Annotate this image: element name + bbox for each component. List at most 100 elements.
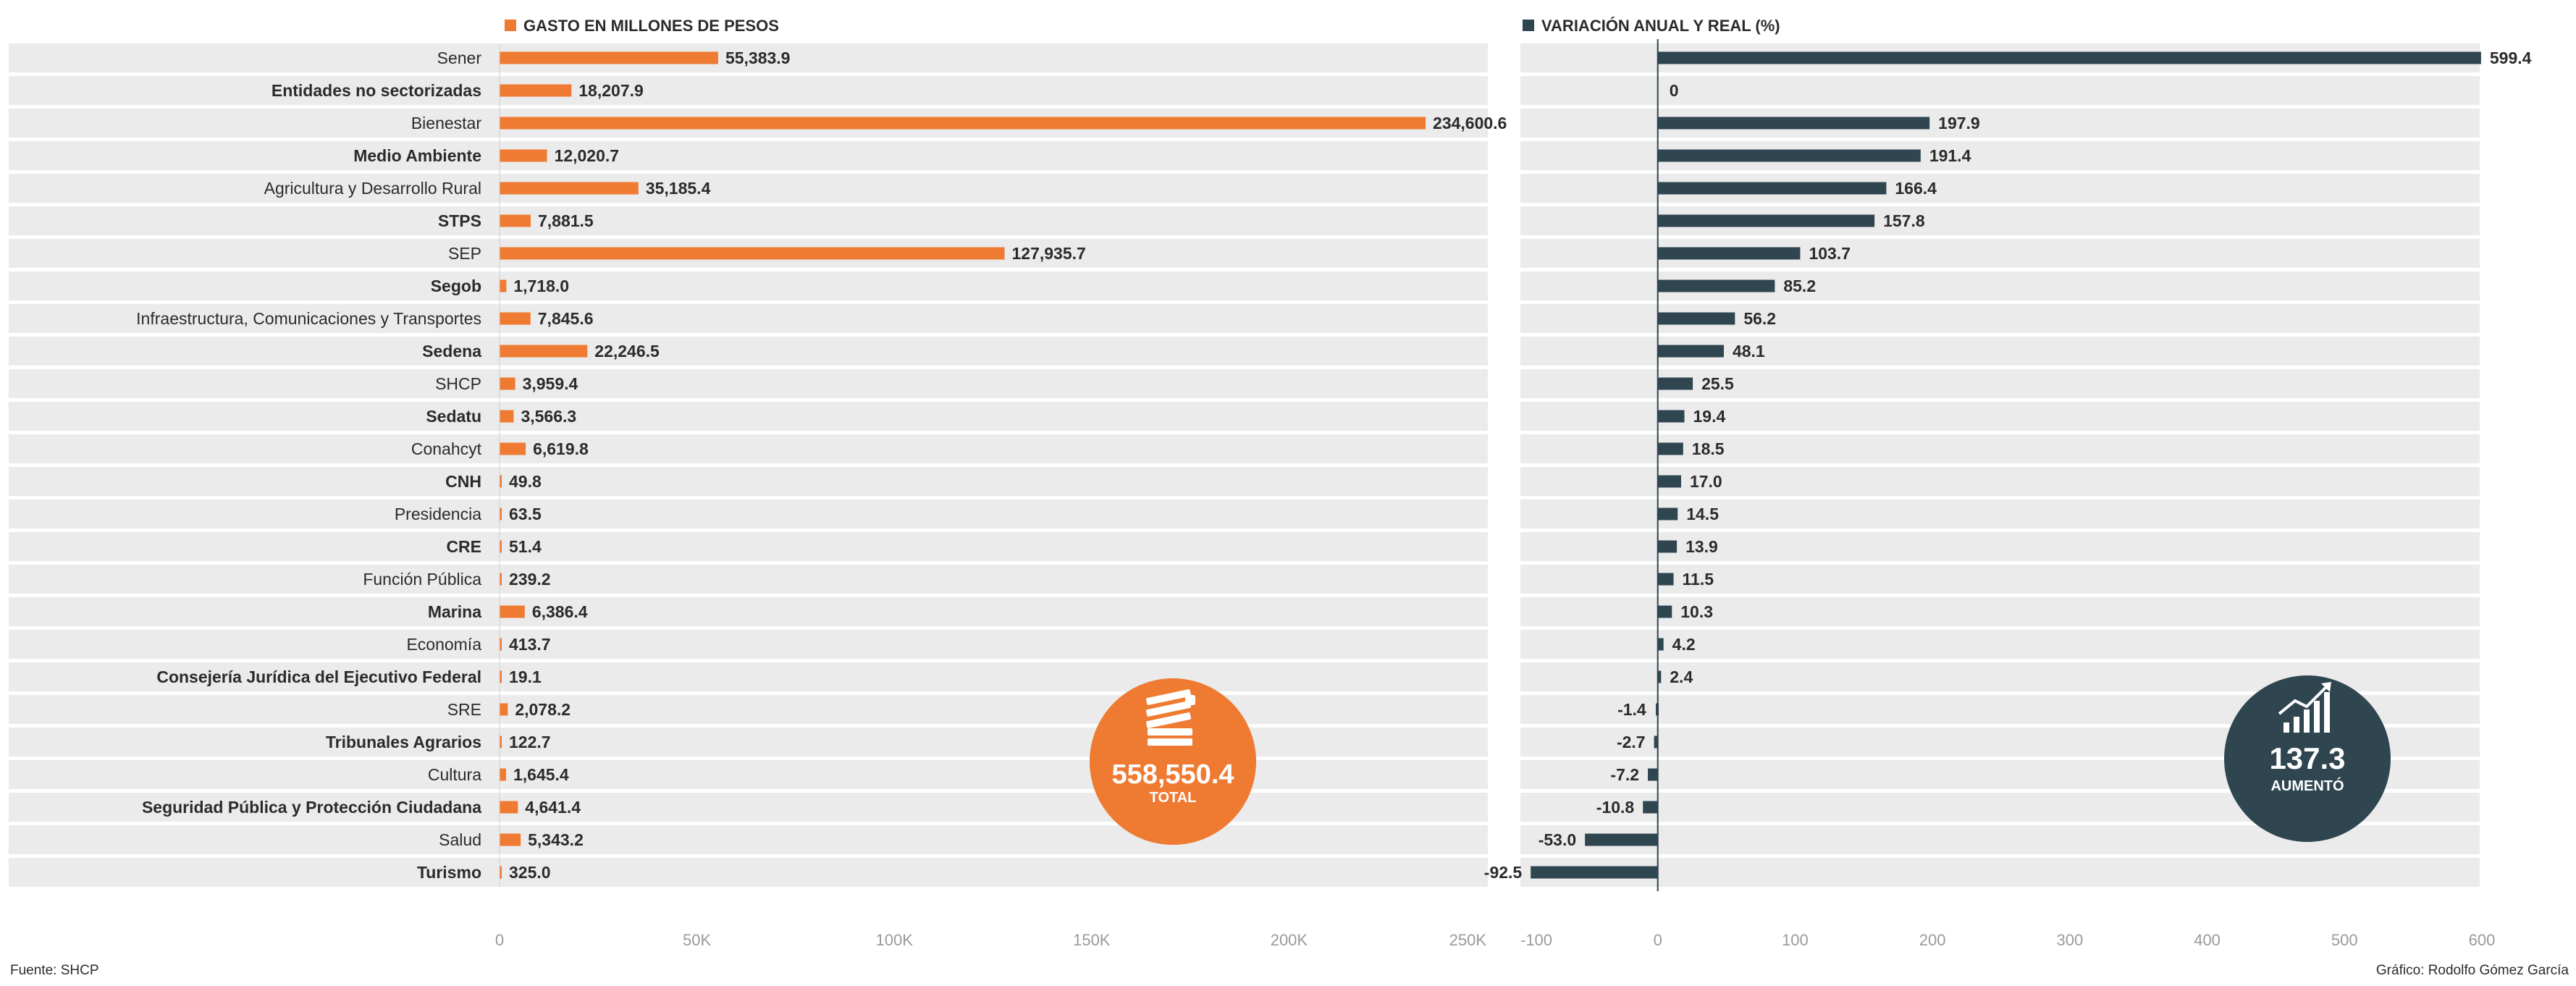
spending-tick-label: 250K xyxy=(1449,931,1487,949)
legend-left-swatch xyxy=(505,20,516,31)
variation-bar xyxy=(1657,475,1681,488)
spending-bar xyxy=(500,117,1426,130)
variation-value-label: -2.7 xyxy=(1617,733,1646,751)
spending-value-label: 55,383.9 xyxy=(725,49,791,67)
variation-value-label: 166.4 xyxy=(1895,179,1937,198)
variation-value-label: 157.8 xyxy=(1883,211,1925,230)
variation-value-label: 2.4 xyxy=(1670,667,1693,686)
row-band-left xyxy=(9,141,1488,170)
spending-bar xyxy=(500,279,507,292)
spending-value-label: 22,246.5 xyxy=(594,342,660,361)
spending-bar xyxy=(500,540,502,553)
row-band-left xyxy=(9,467,1488,496)
variation-value-label: -92.5 xyxy=(1484,863,1523,882)
row-band-left xyxy=(9,532,1488,561)
category-label: Turismo xyxy=(417,863,481,882)
row-band-left xyxy=(9,500,1488,528)
row-band-right xyxy=(1520,76,2480,105)
variation-bar xyxy=(1657,377,1693,390)
category-label: Sedena xyxy=(422,342,481,361)
variation-value-label: 13.9 xyxy=(1685,537,1718,556)
row-band-left xyxy=(9,206,1488,235)
row-band-left xyxy=(9,369,1488,398)
variation-value-label: 197.9 xyxy=(1938,114,1980,132)
spending-tick-label: 200K xyxy=(1271,931,1308,949)
variation-value-label: 4.2 xyxy=(1672,635,1696,654)
row-band-right xyxy=(1520,532,2480,561)
spending-chart: Sener 55,383.9 Entidades no sectorizadas 18… xyxy=(136,43,1507,949)
row-band-left xyxy=(9,695,1488,724)
variation-bar xyxy=(1657,247,1801,260)
row-band-left xyxy=(9,174,1488,203)
spending-bar xyxy=(500,214,531,227)
category-label: Consejería Jurídica del Ejecutivo Federa… xyxy=(156,667,481,686)
legend-left: GASTO EN MILLONES DE PESOS xyxy=(505,17,779,35)
category-label: Bienestar xyxy=(411,114,482,132)
row-band-left xyxy=(9,858,1488,887)
spending-value-label: 1,718.0 xyxy=(513,277,569,295)
increase-label: AUMENTÓ xyxy=(2270,777,2344,794)
row-band-left xyxy=(9,43,1488,72)
category-label: Presidencia xyxy=(395,505,481,523)
variation-value-label: -7.2 xyxy=(1610,765,1639,784)
spending-bar xyxy=(500,573,502,586)
spending-value-label: 325.0 xyxy=(509,863,551,882)
variation-tick-label: -100 xyxy=(1520,931,1552,949)
variation-value-label: 48.1 xyxy=(1733,342,1765,361)
variation-bar xyxy=(1657,573,1674,586)
spending-bar xyxy=(500,442,526,455)
variation-bar xyxy=(1657,638,1664,651)
spending-bar xyxy=(500,312,531,325)
variation-value-label: 19.4 xyxy=(1693,407,1726,426)
spending-bar xyxy=(500,410,514,423)
variation-tick-label: 100 xyxy=(1782,931,1809,949)
variation-value-label: 599.4 xyxy=(2490,49,2532,67)
legend-right: VARIACIÓN ANUAL Y REAL (%) xyxy=(1523,17,1780,35)
variation-bar xyxy=(1657,670,1662,683)
spending-tick-label: 50K xyxy=(683,931,711,949)
variation-tick-label: 600 xyxy=(2469,931,2496,949)
spending-value-label: 4,641.4 xyxy=(525,798,581,817)
category-label: Seguridad Pública y Protección Ciudadana xyxy=(142,798,481,817)
legend-left-label: GASTO EN MILLONES DE PESOS xyxy=(523,17,779,35)
variation-value-label: 103.7 xyxy=(1809,244,1851,263)
row-band-right xyxy=(1520,630,2480,659)
variation-tick-label: 300 xyxy=(2056,931,2083,949)
variation-bar xyxy=(1657,442,1683,455)
variation-bar xyxy=(1657,214,1875,227)
spending-value-label: 234,600.6 xyxy=(1433,114,1507,132)
increase-value: 137.3 xyxy=(2269,741,2345,775)
variation-bar xyxy=(1531,866,1658,879)
variation-bar xyxy=(1657,507,1678,521)
variation-bar xyxy=(1648,768,1658,781)
variation-value-label: 17.0 xyxy=(1690,472,1722,491)
spending-value-label: 49.8 xyxy=(509,472,542,491)
spending-value-label: 51.4 xyxy=(509,537,542,556)
spending-bar xyxy=(500,605,525,618)
category-label: Economía xyxy=(406,635,481,654)
variation-value-label: -10.8 xyxy=(1596,798,1635,817)
spending-bar xyxy=(500,377,515,390)
variation-value-label: 25.5 xyxy=(1701,374,1734,393)
category-label: STPS xyxy=(438,211,481,230)
spending-tick-label: 0 xyxy=(495,931,504,949)
growth-chart-icon xyxy=(2278,682,2331,733)
spending-value-label: 7,881.5 xyxy=(538,211,594,230)
spending-bar xyxy=(500,703,508,716)
variation-value-label: -53.0 xyxy=(1539,830,1576,849)
variation-bar xyxy=(1657,117,1930,130)
row-band-left xyxy=(9,760,1488,789)
category-label: Salud xyxy=(439,830,481,849)
spending-bar xyxy=(500,507,502,521)
spending-value-label: 35,185.4 xyxy=(646,179,711,198)
spending-bar xyxy=(500,345,588,358)
variation-value-label: 10.3 xyxy=(1680,602,1713,621)
category-label: Sedatu xyxy=(426,407,481,426)
category-label: Infraestructura, Comunicaciones y Transp… xyxy=(136,309,481,328)
variation-bar xyxy=(1585,833,1658,846)
row-band-left xyxy=(9,565,1488,594)
spending-value-label: 18,207.9 xyxy=(578,81,644,100)
variation-bar xyxy=(1657,312,1735,325)
